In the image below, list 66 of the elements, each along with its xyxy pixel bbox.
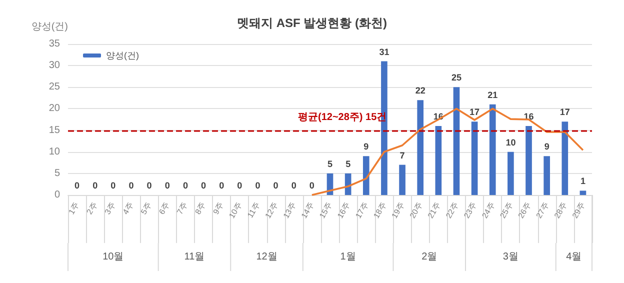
x-tick-label: 8주 (193, 200, 208, 216)
y-tick-label: 30 (48, 60, 60, 72)
text: 12월 (256, 252, 278, 262)
bar (580, 190, 586, 195)
data-label: 0 (74, 180, 80, 190)
text: 2월 (422, 252, 438, 262)
data-label: 17 (470, 107, 480, 118)
y-tick-label: 25 (48, 82, 60, 93)
data-label: 17 (560, 107, 570, 118)
x-tick-label: 2주 (84, 200, 99, 216)
data-label: 7 (400, 150, 405, 160)
bar (489, 104, 496, 195)
data-label: 0 (92, 180, 98, 190)
legend-label: 양성(건) (106, 50, 139, 60)
data-label: 0 (255, 180, 260, 190)
bar (471, 122, 478, 195)
y-tick-label: 0 (54, 190, 60, 200)
data-label: 0 (164, 180, 170, 190)
x-tick-label: 4주 (121, 200, 136, 216)
data-label: 22 (415, 86, 426, 96)
data-label: 0 (273, 180, 278, 190)
text: 10월 (102, 252, 124, 262)
y-tick-label: 35 (48, 38, 60, 50)
text: 3월 (502, 252, 518, 262)
text: 4월 (566, 252, 582, 262)
bar (526, 126, 532, 195)
data-label: 0 (182, 180, 188, 190)
y-tick-label: 15 (48, 124, 60, 136)
text: 11월 (184, 252, 205, 262)
bar (417, 100, 424, 195)
data-label: 9 (364, 142, 369, 152)
bar (544, 156, 550, 195)
data-label: 9 (544, 142, 550, 152)
data-label: 21 (488, 90, 498, 100)
data-label: 25 (451, 72, 462, 83)
x-tick-label: 5주 (139, 200, 154, 216)
data-label: 5 (346, 158, 351, 169)
bar (362, 156, 370, 195)
x-tick-label: 1주 (66, 200, 81, 216)
data-label: 0 (219, 180, 224, 190)
bar (562, 122, 568, 195)
data-label: 0 (291, 180, 296, 190)
data-label: 1 (580, 176, 586, 186)
bar (399, 164, 406, 195)
data-label: 31 (379, 46, 390, 57)
data-label: 0 (309, 180, 314, 190)
y-tick-label: 20 (48, 103, 60, 114)
bar (508, 152, 514, 195)
data-label: 0 (128, 180, 134, 190)
data-label: 0 (110, 180, 116, 190)
y-tick-label: 10 (48, 146, 60, 158)
x-tick-label: 6주 (157, 200, 172, 216)
x-tick-label: 3주 (103, 200, 118, 216)
data-label: 0 (146, 180, 152, 190)
bar (453, 87, 460, 195)
data-label: 0 (237, 180, 242, 190)
x-tick-label: 7주 (175, 200, 190, 216)
text: 1월 (340, 252, 356, 262)
y-tick-label: 5 (54, 168, 60, 179)
data-label: 10 (506, 137, 516, 148)
chart-title: 멧돼지 ASF 발생현황 (화천) (237, 16, 387, 30)
bar (435, 126, 442, 195)
data-label: 5 (327, 158, 333, 169)
data-label: 0 (201, 180, 206, 190)
x-tick-label: 9주 (211, 200, 226, 216)
y-axis-title: 양성(건) (31, 22, 68, 32)
